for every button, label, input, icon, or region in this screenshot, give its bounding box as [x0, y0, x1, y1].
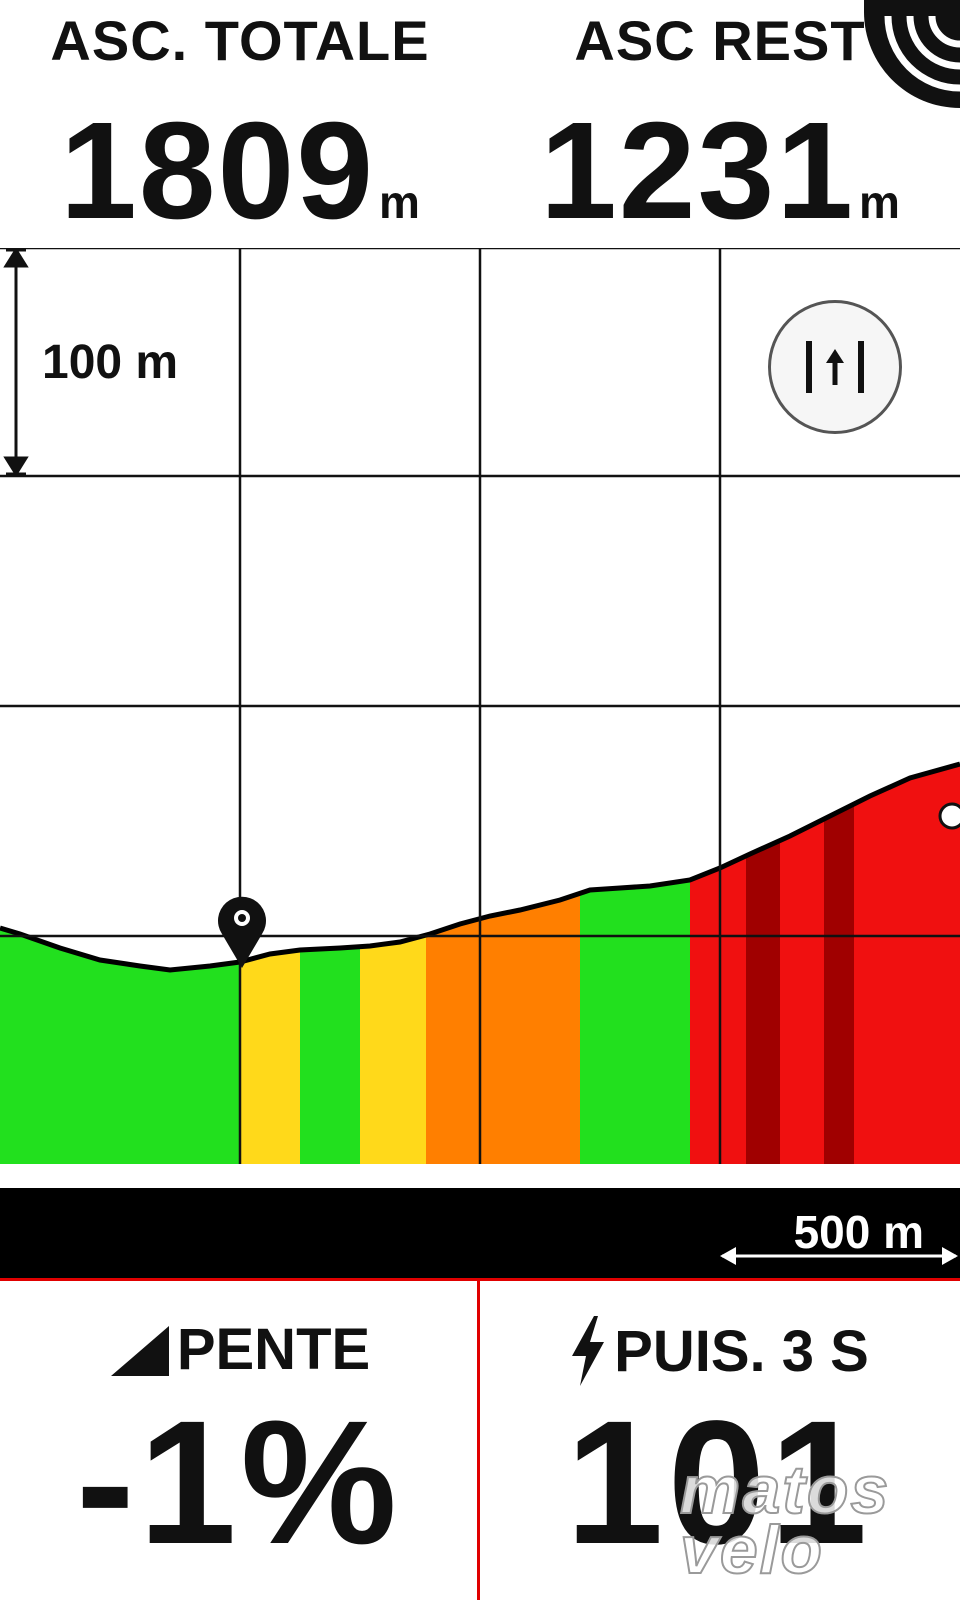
- grade-value: -1%: [76, 1385, 401, 1581]
- grade-label-row: PENTE: [0, 1316, 477, 1383]
- remaining-ascent-number: 1231: [540, 94, 856, 248]
- total-ascent-label: ASC. TOTALE: [50, 9, 430, 72]
- location-pin-icon: [218, 896, 266, 968]
- segment-orange: [426, 764, 580, 1164]
- segment-red-1: [690, 764, 746, 1164]
- watermark-logo: matos velo: [679, 1452, 891, 1588]
- power-field[interactable]: PUIS. 3 S 101: [480, 1282, 957, 1600]
- route-end-marker: [938, 802, 960, 830]
- vertical-scale-arrow: [3, 248, 29, 477]
- segment-green-2: [300, 764, 360, 1164]
- profile-outline: [0, 761, 960, 973]
- fit-height-button[interactable]: [768, 300, 902, 434]
- elevation-profile-chart[interactable]: [0, 248, 960, 1188]
- lightning-icon: [572, 1316, 605, 1386]
- segment-darkred-2: [824, 764, 854, 1164]
- grid-lines: [0, 248, 960, 1164]
- horizontal-scale-arrow: [720, 1247, 958, 1265]
- remaining-ascent-unit: m: [859, 176, 900, 228]
- grade-label: PENTE: [176, 1317, 371, 1382]
- total-ascent-number: 1809: [60, 94, 376, 248]
- vertical-scale-label: 100 m: [42, 336, 179, 389]
- watermark-line2: velo: [679, 1512, 825, 1588]
- section-divider: [0, 1278, 960, 1281]
- segment-green-1: [0, 764, 240, 1164]
- total-ascent-unit: m: [379, 176, 420, 228]
- segment-darkred-1: [746, 764, 780, 1164]
- power-label-row: PUIS. 3 S: [480, 1316, 957, 1386]
- total-ascent-field[interactable]: ASC. TOTALE 1809m: [0, 0, 480, 248]
- chart-bottom-bar: [0, 1188, 960, 1278]
- watermark-line1: matos: [679, 1452, 891, 1528]
- remaining-ascent-label: ASC REST: [574, 9, 866, 72]
- segment-yellow-2: [360, 764, 426, 1164]
- horizontal-scale-label: 500 m: [793, 1206, 924, 1258]
- total-ascent-value: 1809m: [0, 92, 480, 251]
- power-value: 101: [565, 1385, 872, 1581]
- connection-icon: [864, 0, 960, 108]
- segment-green-3: [580, 764, 690, 1164]
- slope-icon: [110, 1325, 169, 1376]
- remaining-ascent-value: 1231m: [480, 92, 960, 251]
- fit-height-icon: [806, 341, 864, 393]
- segment-red-3: [854, 764, 960, 1164]
- segment-red-2: [780, 764, 824, 1164]
- grade-field[interactable]: PENTE -1%: [0, 1282, 477, 1600]
- power-label: PUIS. 3 S: [614, 1318, 869, 1384]
- remaining-ascent-field[interactable]: ASC REST 1231m: [480, 0, 960, 248]
- field-divider: [477, 1280, 480, 1600]
